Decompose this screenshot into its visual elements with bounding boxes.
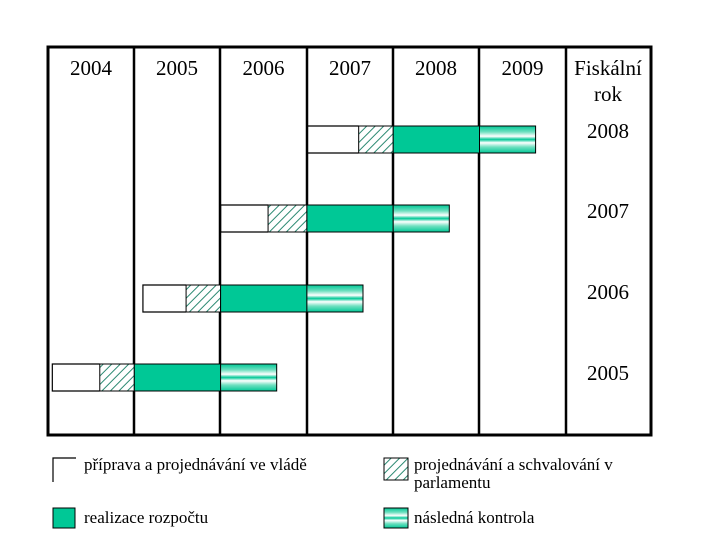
year-header-2008: 2008 — [415, 56, 457, 80]
legend-swatch-priprava — [52, 457, 76, 482]
legend-swatch-projednavani — [383, 457, 409, 481]
legend-label-projednavani: projednávání a schvalování v parlamentu — [414, 455, 617, 492]
fiscal-header-line-1: Fiskální — [574, 56, 642, 80]
year-header-2004: 2004 — [70, 56, 113, 80]
legend-item-projednavani: projednávání a schvalování v parlamentu — [383, 455, 617, 492]
year-header-2006: 2006 — [243, 56, 285, 80]
bar-priprava-2005 — [51, 363, 100, 392]
year-header-2005: 2005 — [156, 56, 198, 80]
bar-realizace-2006 — [220, 284, 308, 313]
fiscal-year-label: 2005 — [587, 361, 629, 385]
legend-item-realizace: realizace rozpočtu — [52, 507, 209, 529]
bar-projednavani-2008 — [358, 125, 394, 154]
bar-projednavani-2006 — [185, 284, 222, 313]
bar-kontrola-2007 — [392, 204, 450, 233]
bar-kontrola-2006 — [306, 284, 364, 313]
bar-projednavani-2005 — [99, 363, 135, 392]
bar-kontrola-2005 — [220, 363, 278, 392]
bar-priprava-2008 — [306, 125, 359, 154]
fiscal-year-label: 2007 — [587, 199, 629, 223]
legend-swatch-kontrola — [383, 507, 409, 529]
legend-label-priprava: příprava a projednávání ve vládě — [84, 455, 307, 474]
legend-item-kontrola: následná kontrola — [383, 507, 535, 529]
bar-realizace-2007 — [306, 204, 394, 233]
phase-bars — [51, 125, 537, 392]
fiscal-year-labels: 2008 2007 2006 2005 — [587, 119, 629, 385]
fiscal-header-line-2: rok — [594, 82, 622, 106]
bar-priprava-2007 — [220, 204, 269, 233]
bar-priprava-2006 — [142, 284, 187, 313]
bar-kontrola-2008 — [479, 125, 537, 154]
fiscal-year-label: 2006 — [587, 280, 629, 304]
legend-label-realizace: realizace rozpočtu — [84, 508, 209, 527]
year-headers: 2004 2005 2006 2007 2008 2009 — [70, 56, 544, 80]
year-header-2009: 2009 — [502, 56, 544, 80]
fiscal-year-label: 2008 — [587, 119, 629, 143]
legend-label-projednavani-line-2: parlamentu — [414, 473, 491, 492]
bar-realizace-2008 — [392, 125, 481, 154]
fiscal-year-header: Fiskální rok — [574, 56, 642, 106]
year-header-2007: 2007 — [329, 56, 371, 80]
legend-label-kontrola: následná kontrola — [414, 508, 535, 527]
bar-projednavani-2007 — [267, 204, 308, 233]
legend: příprava a projednávání ve vládě projedn… — [52, 455, 617, 529]
legend-swatch-realizace — [52, 507, 76, 529]
bar-realizace-2005 — [133, 363, 222, 392]
chart-frame — [46, 45, 653, 437]
legend-item-priprava: příprava a projednávání ve vládě — [52, 455, 307, 482]
legend-label-projednavani-line-1: projednávání a schvalování v — [414, 455, 613, 474]
